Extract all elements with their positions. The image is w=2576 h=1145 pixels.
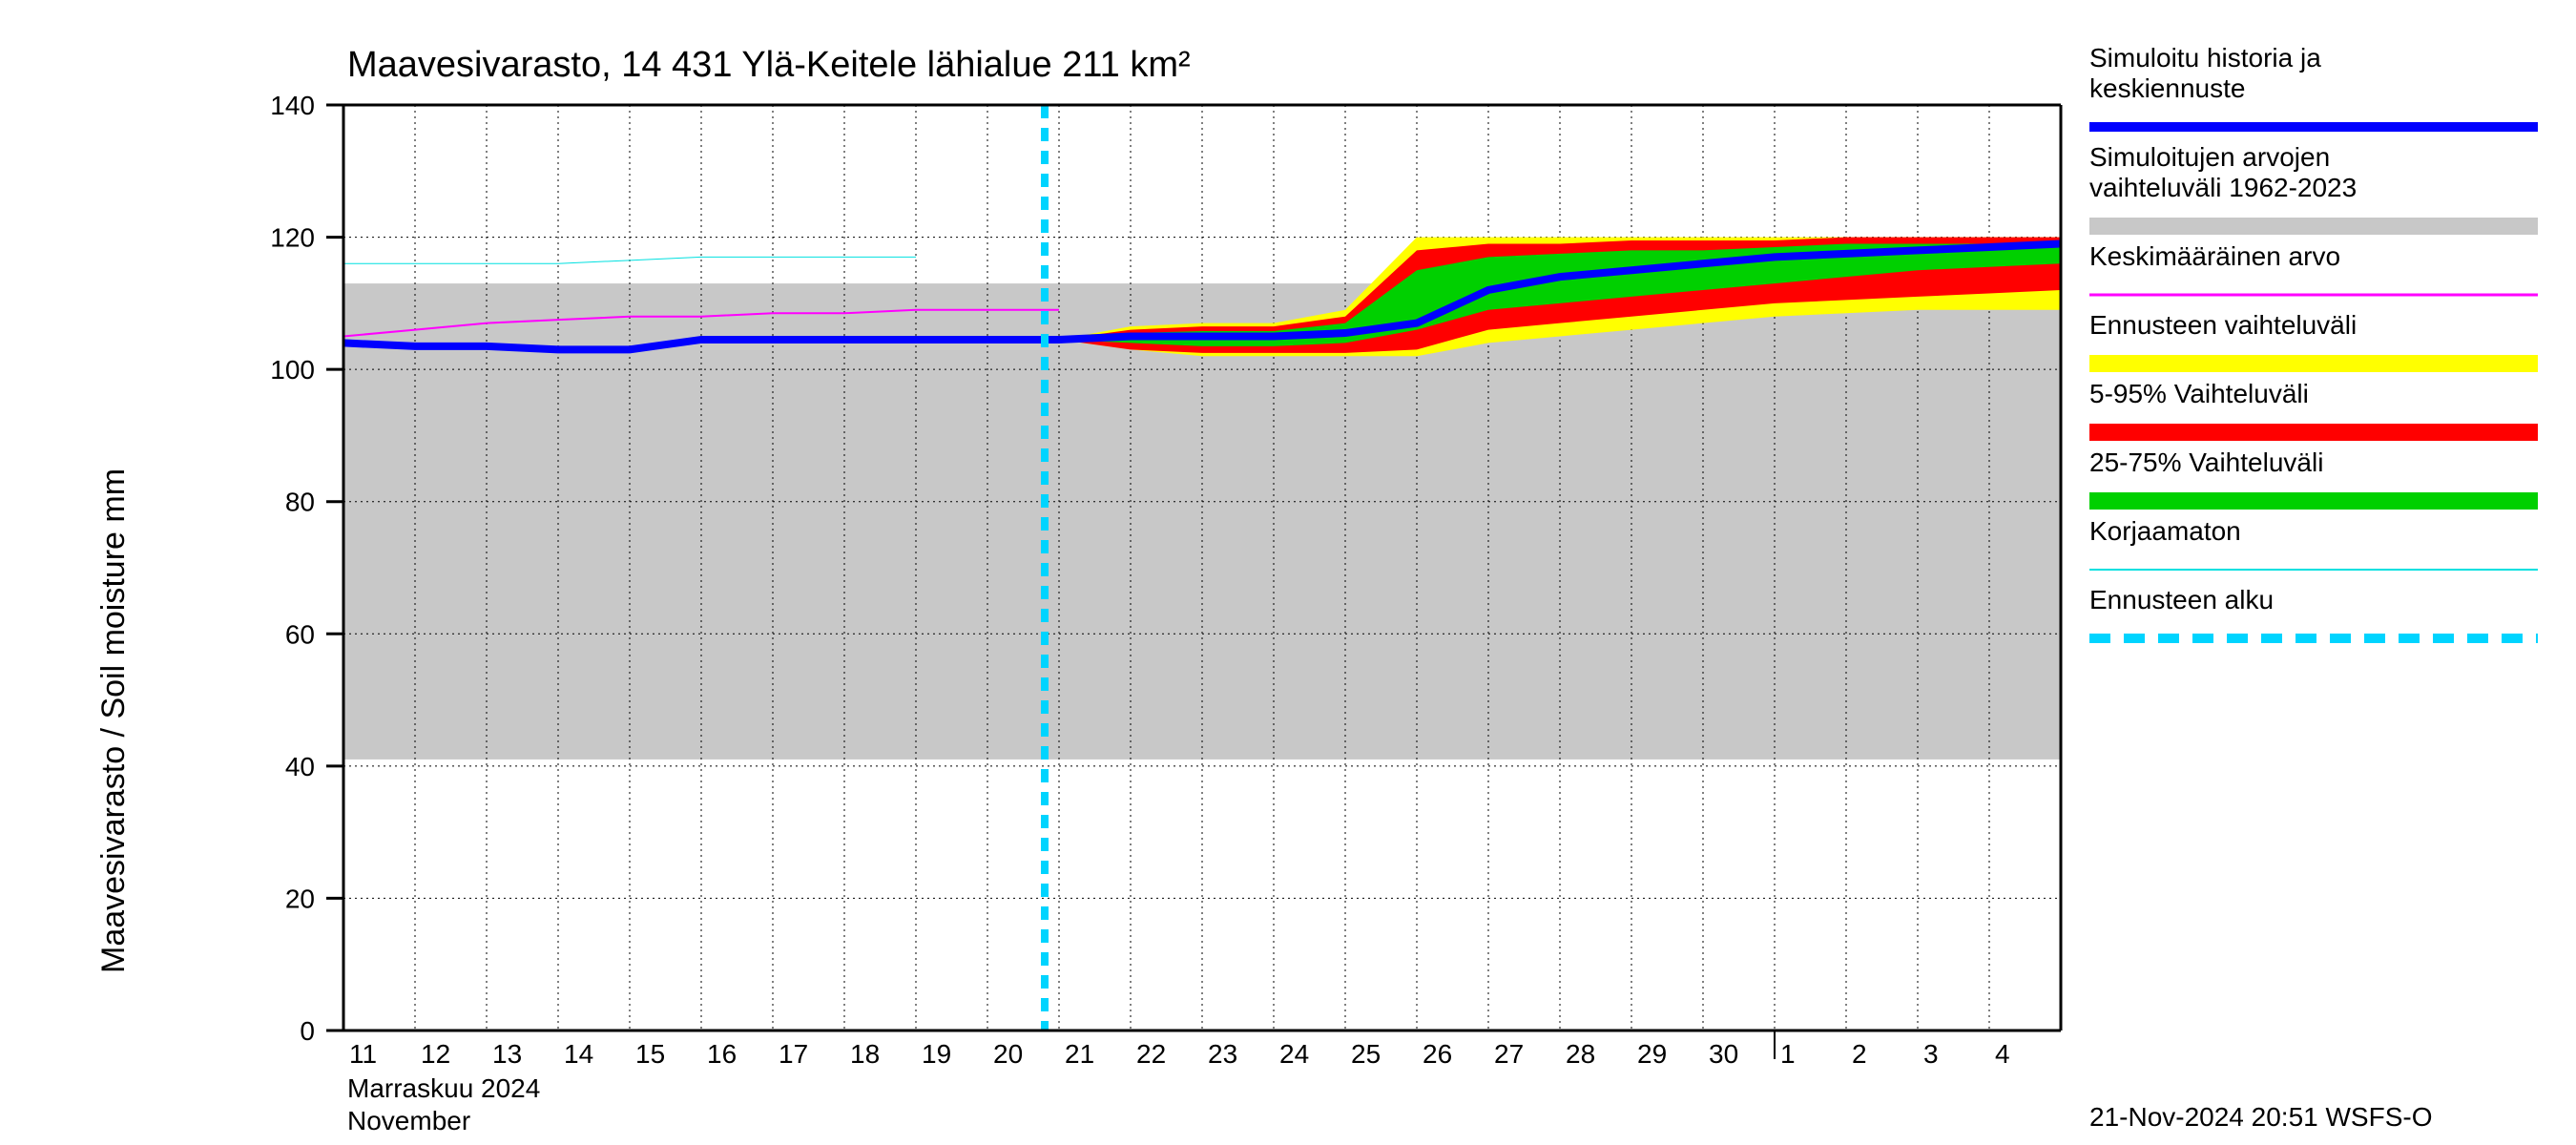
- legend-label: Simuloitu historia ja: [2089, 43, 2321, 73]
- x-tick-label: 21: [1065, 1039, 1094, 1069]
- legend-label: 25-75% Vaihteluväli: [2089, 448, 2323, 477]
- x-tick-label: 13: [492, 1039, 522, 1069]
- x-axis-label-1: Marraskuu 2024: [347, 1073, 540, 1103]
- x-tick-label: 25: [1351, 1039, 1381, 1069]
- x-tick-label: 1: [1780, 1039, 1796, 1069]
- legend-swatch: [2089, 492, 2538, 510]
- x-tick-label: 30: [1709, 1039, 1738, 1069]
- x-tick-label: 12: [421, 1039, 450, 1069]
- x-tick-label: 28: [1566, 1039, 1595, 1069]
- x-tick-label: 18: [850, 1039, 880, 1069]
- x-tick-label: 16: [707, 1039, 737, 1069]
- chart-title: Maavesivarasto, 14 431 Ylä-Keitele lähia…: [347, 45, 1191, 85]
- y-tick-label: 20: [285, 884, 315, 913]
- legend-swatch: [2089, 424, 2538, 441]
- x-tick-label: 23: [1208, 1039, 1237, 1069]
- legend-swatch: [2089, 218, 2538, 235]
- y-tick-label: 60: [285, 619, 315, 649]
- legend-label: Keskimääräinen arvo: [2089, 241, 2340, 271]
- legend-label: Ennusteen alku: [2089, 585, 2274, 614]
- x-tick-label: 24: [1279, 1039, 1309, 1069]
- footer-timestamp: 21-Nov-2024 20:51 WSFS-O: [2089, 1102, 2433, 1132]
- legend-label: Simuloitujen arvojen: [2089, 142, 2330, 172]
- x-tick-label: 20: [993, 1039, 1023, 1069]
- x-tick-label: 2: [1852, 1039, 1867, 1069]
- x-tick-label: 17: [779, 1039, 808, 1069]
- legend-label: keskiennuste: [2089, 73, 2245, 103]
- x-tick-label: 11: [349, 1039, 377, 1069]
- x-tick-label: 3: [1923, 1039, 1939, 1069]
- chart-container: 0204060801001201401112131415161718192021…: [0, 0, 2576, 1145]
- x-axis-label-2: November: [347, 1106, 470, 1135]
- y-tick-label: 0: [300, 1016, 315, 1046]
- chart-svg: 0204060801001201401112131415161718192021…: [0, 0, 2576, 1145]
- x-tick-label: 26: [1423, 1039, 1452, 1069]
- legend-label: 5-95% Vaihteluväli: [2089, 379, 2309, 408]
- y-tick-label: 120: [270, 223, 315, 253]
- x-tick-label: 29: [1637, 1039, 1667, 1069]
- x-tick-label: 19: [922, 1039, 951, 1069]
- legend-label: Korjaamaton: [2089, 516, 2241, 546]
- legend-label: vaihteluväli 1962-2023: [2089, 173, 2357, 202]
- y-axis-label: Maavesivarasto / Soil moisture mm: [95, 468, 132, 973]
- x-tick-label: 14: [564, 1039, 593, 1069]
- legend-label: Ennusteen vaihteluväli: [2089, 310, 2357, 340]
- x-tick-label: 22: [1136, 1039, 1166, 1069]
- y-tick-label: 40: [285, 752, 315, 781]
- x-tick-label: 27: [1494, 1039, 1524, 1069]
- y-tick-label: 80: [285, 488, 315, 517]
- x-tick-label: 4: [1995, 1039, 2010, 1069]
- y-tick-label: 140: [270, 91, 315, 120]
- y-tick-label: 100: [270, 355, 315, 385]
- legend-swatch: [2089, 355, 2538, 372]
- uncorrected-line: [343, 257, 916, 263]
- x-tick-label: 15: [635, 1039, 665, 1069]
